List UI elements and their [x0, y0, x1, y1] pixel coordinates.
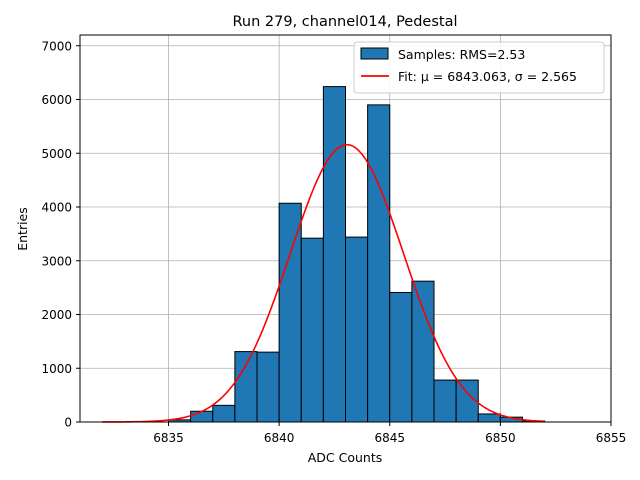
y-tick-label: 7000 [41, 39, 72, 53]
histogram-bar [300, 237, 324, 423]
histogram-bar [433, 379, 457, 423]
histogram-bar [212, 404, 236, 423]
chart-title: Run 279, channel014, Pedestal [232, 14, 457, 30]
y-tick-label: 4000 [41, 201, 72, 215]
x-tick-label: 6840 [264, 431, 295, 445]
x-tick-label: 6835 [153, 431, 184, 445]
x-tick-label: 6850 [485, 431, 516, 445]
histogram-bar [367, 104, 391, 423]
y-axis-label: Entries [15, 207, 30, 251]
x-tick-label: 6845 [374, 431, 405, 445]
plot-frame [79, 34, 612, 423]
histogram-bar [389, 291, 413, 423]
histogram-bars [168, 86, 546, 423]
fit-curve-group [102, 143, 545, 423]
y-tick-label: 5000 [41, 147, 72, 161]
histogram-bar [256, 351, 280, 423]
y-axis-ticks: 0 1000 2000 3000 4000 5000 6000 7000 [41, 39, 80, 430]
histogram-bar [234, 351, 258, 423]
histogram-bar [477, 413, 501, 423]
fit-curve [102, 143, 545, 423]
y-tick-label: 3000 [41, 254, 72, 268]
legend-box [353, 41, 605, 94]
y-tick-label: 1000 [41, 362, 72, 376]
legend: Samples: RMS=2.53 Fit: μ = 6843.063, σ =… [353, 41, 605, 94]
histogram-bar [278, 202, 302, 423]
y-tick-label: 0 [64, 416, 72, 430]
histogram-bar [345, 236, 369, 423]
x-axis-label: ADC Counts [308, 450, 383, 465]
x-axis-ticks: 6835 6840 6845 6850 6855 [153, 422, 626, 445]
legend-swatch-histogram [360, 47, 389, 60]
y-tick-label: 2000 [41, 308, 72, 322]
histogram-bar [322, 86, 346, 423]
y-tick-label: 6000 [41, 93, 72, 107]
x-tick-label: 6855 [596, 431, 627, 445]
legend-label-histogram: Samples: RMS=2.53 [398, 47, 525, 62]
histogram-bar [411, 280, 435, 423]
legend-label-fit: Fit: μ = 6843.063, σ = 2.565 [398, 69, 577, 84]
histogram-bar [190, 410, 214, 423]
